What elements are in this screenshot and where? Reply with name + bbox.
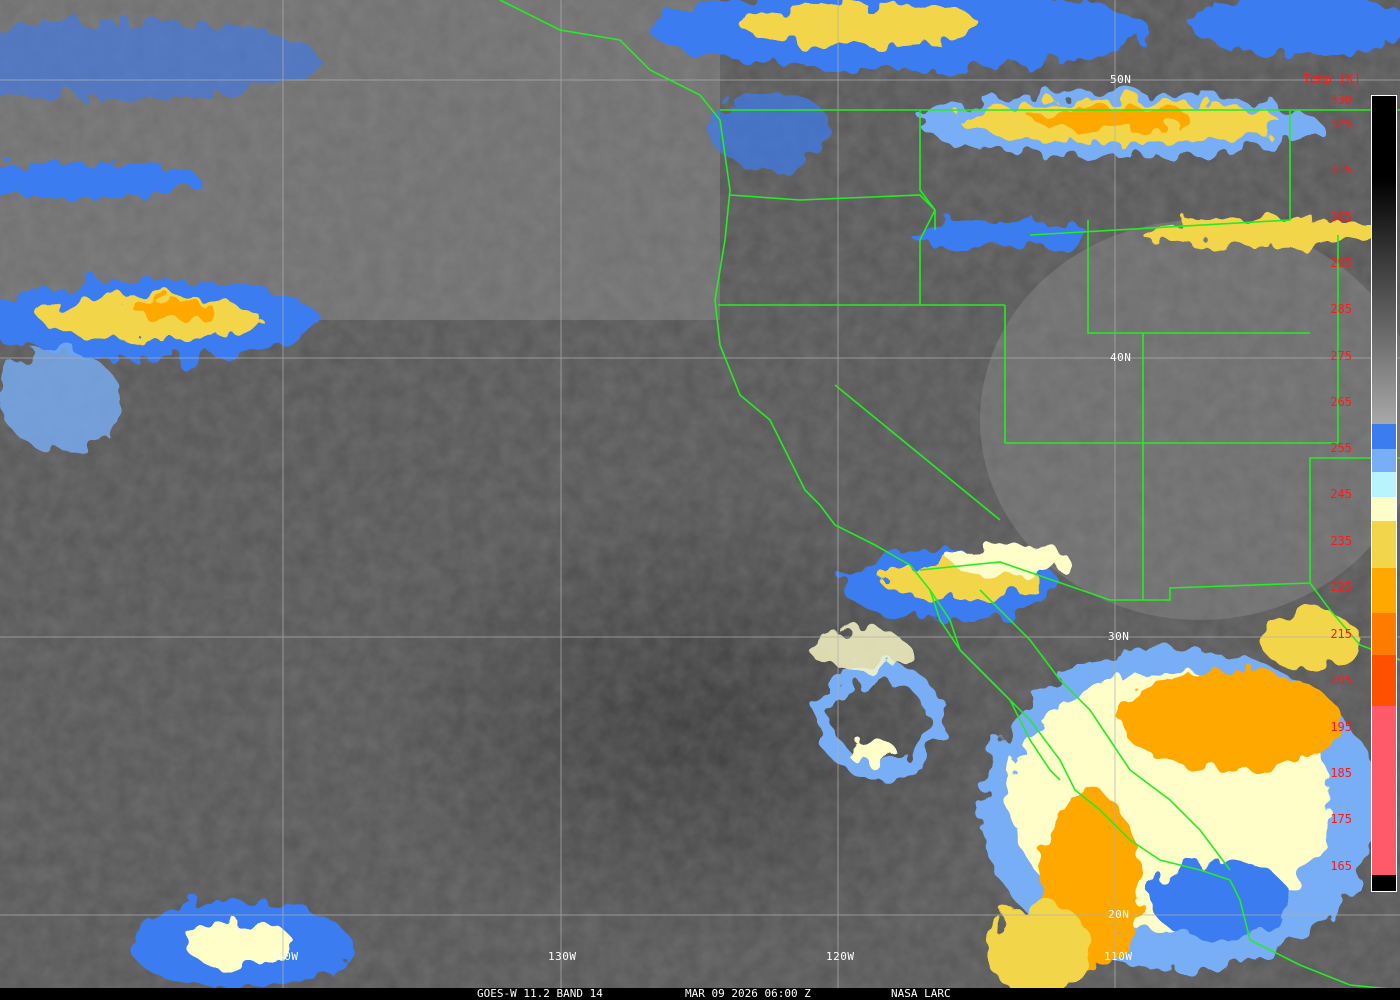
idaho-border — [919, 110, 936, 305]
lon-label-140w: 140W — [270, 950, 299, 963]
colorbar-tick-label: 205 — [1330, 673, 1352, 687]
colorbar-tick-label: 185 — [1330, 766, 1352, 780]
colorbar-tick-label: 315 — [1330, 163, 1352, 177]
caption-satellite: GOES-W 11.2 BAND 14 — [477, 987, 603, 1000]
baja-coast — [929, 589, 1061, 781]
colorbar-tick-label: 235 — [1330, 534, 1352, 548]
ut-az-border — [1005, 235, 1339, 444]
gulf-coast — [979, 589, 1231, 871]
colorbar-tick-label: 255 — [1330, 441, 1352, 455]
colorbar-title: Temp [K] — [1303, 72, 1361, 86]
wa-or-border — [729, 194, 936, 230]
lon-label-130w: 130W — [548, 950, 577, 963]
colorbar-tick-label: 215 — [1330, 627, 1352, 641]
colorbar-tick-label: 305 — [1330, 210, 1352, 224]
ca-nv-border — [834, 384, 1001, 521]
colorbar-tick-label: 245 — [1330, 487, 1352, 501]
mexico-border — [919, 457, 1400, 601]
caption-bar: GOES-W 11.2 BAND 14 MAR 09 2026 06:00 Z … — [0, 988, 1400, 1000]
colorbar-tick-label: 265 — [1330, 395, 1352, 409]
lon-label-110w: 110W — [1104, 950, 1133, 963]
colorbar-tick-label: 195 — [1330, 720, 1352, 734]
caption-datetime: MAR 09 2026 06:00 Z — [685, 987, 811, 1000]
lon-label-120w: 120W — [826, 950, 855, 963]
caption-source: NASA LARC — [891, 987, 951, 1000]
lat-label-40n: 40N — [1110, 351, 1132, 364]
colorbar-tick-label: 275 — [1330, 349, 1352, 363]
lat-label-20n: 20N — [1108, 908, 1130, 921]
colorbar-tick-label: 330 — [1330, 93, 1352, 107]
colorbar-tick-label: 295 — [1330, 256, 1352, 270]
coastline — [499, 0, 1400, 991]
political-boundaries — [499, 0, 1400, 991]
lat-label-30n: 30N — [1108, 630, 1130, 643]
colorbar-tick-label: 325 — [1330, 117, 1352, 131]
lat-label-50n: 50N — [1110, 73, 1132, 86]
wy-border — [1029, 110, 1291, 236]
temperature-colorbar — [1371, 95, 1397, 892]
ut-co-border — [1087, 220, 1310, 334]
colorbar-tick-label: 225 — [1330, 580, 1352, 594]
colorbar-tick-label: 165 — [1330, 859, 1352, 873]
colorbar-tick-label: 285 — [1330, 302, 1352, 316]
colorbar-tick-label: 175 — [1330, 812, 1352, 826]
